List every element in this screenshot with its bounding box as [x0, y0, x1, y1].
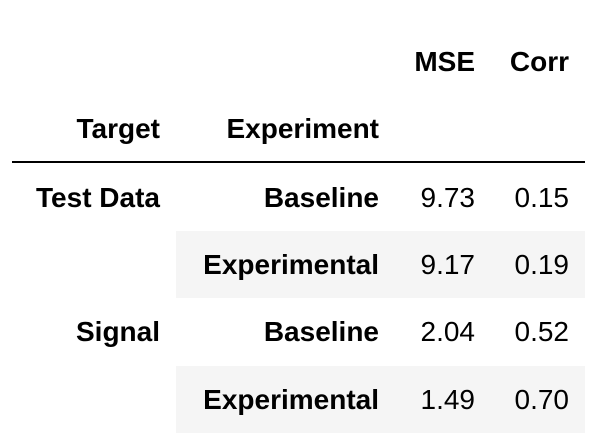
row-stripe-2	[176, 231, 585, 298]
column-header-corr: Corr	[509, 45, 569, 77]
index-name-experiment: Experiment	[226, 112, 380, 144]
row-label-experiment: Baseline	[263, 315, 379, 347]
cell-mse: 1.49	[420, 383, 476, 415]
column-header-mse: MSE	[414, 45, 475, 77]
row-label-target: Test Data	[36, 181, 160, 213]
cell-mse: 9.73	[420, 181, 476, 213]
cell-corr: 0.19	[514, 248, 570, 280]
row-label-experiment: Experimental	[203, 248, 379, 280]
row-label-experiment: Baseline	[263, 181, 379, 213]
row-label-target: Signal	[75, 315, 160, 347]
row-stripe-4	[176, 366, 585, 433]
index-name-target: Target	[76, 112, 161, 144]
cell-corr: 0.70	[514, 383, 570, 415]
cell-corr: 0.52	[514, 315, 570, 347]
cell-corr: 0.15	[514, 181, 570, 213]
cell-mse: 9.17	[420, 248, 476, 280]
cell-mse: 2.04	[420, 315, 476, 347]
row-label-experiment: Experimental	[203, 383, 379, 415]
header-divider	[12, 161, 585, 163]
